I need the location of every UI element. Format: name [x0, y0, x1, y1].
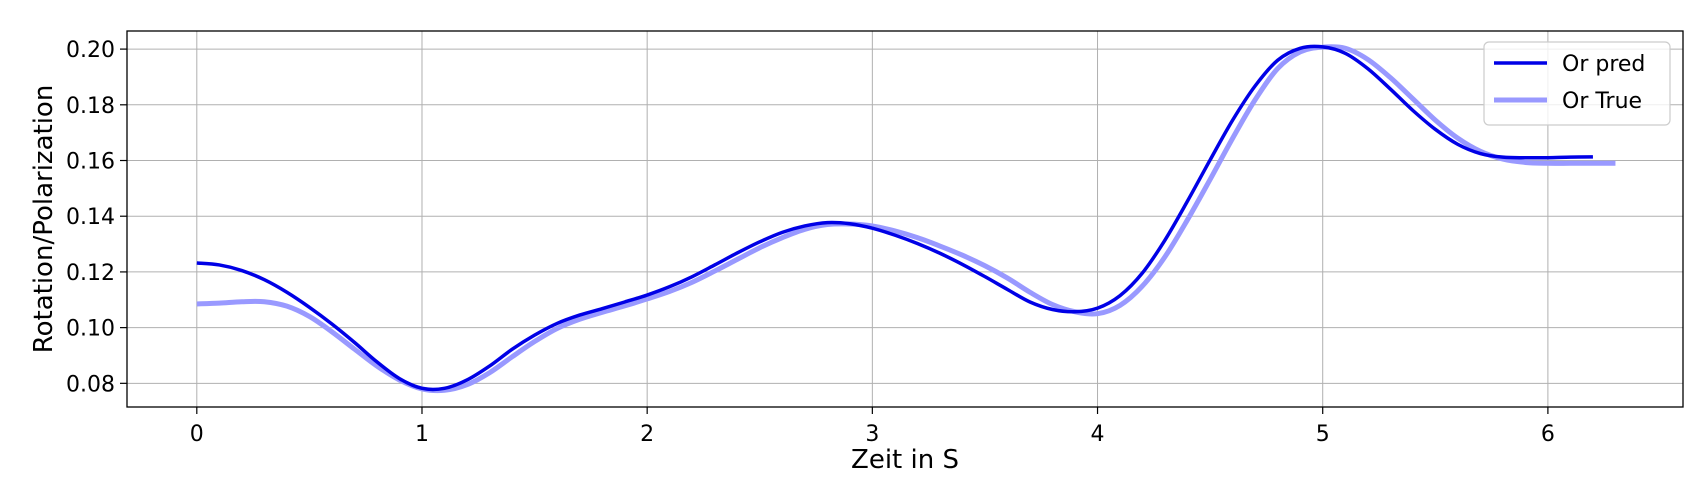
x-tick-label: 2 — [640, 422, 654, 447]
y-tick-label: 0.10 — [66, 317, 115, 342]
y-tick-label: 0.08 — [66, 372, 115, 397]
series-or-pred-line — [196, 44, 1593, 392]
plot-frame — [126, 30, 1684, 408]
x-tick-label: 0 — [190, 422, 204, 447]
y-tick-label: 0.18 — [66, 94, 115, 119]
y-tick-label: 0.12 — [66, 261, 115, 286]
x-tick-label: 5 — [1316, 422, 1330, 447]
series-lines — [196, 44, 1616, 394]
x-tick-label: 4 — [1091, 422, 1105, 447]
y-tick-label: 0.14 — [66, 205, 115, 230]
grid — [127, 31, 1683, 407]
legend-label-or-pred: Or pred — [1562, 52, 1645, 77]
x-tick-label: 3 — [865, 422, 879, 447]
y-tick-label: 0.20 — [66, 38, 115, 63]
y-axis-label: Rotation/Polarization — [29, 85, 59, 354]
x-tick-label: 6 — [1541, 422, 1555, 447]
x-axis-label: Zeit in S — [851, 445, 959, 475]
legend: Or pred Or True — [1483, 41, 1671, 126]
legend-label-or-true: Or True — [1562, 89, 1642, 114]
axis-ticks: 0 1 2 3 4 5 6 0.08 0.10 0.12 0.14 0.16 0.18 0.20 — [66, 38, 1555, 447]
x-tick-label: 1 — [415, 422, 429, 447]
y-tick-label: 0.16 — [66, 150, 115, 175]
